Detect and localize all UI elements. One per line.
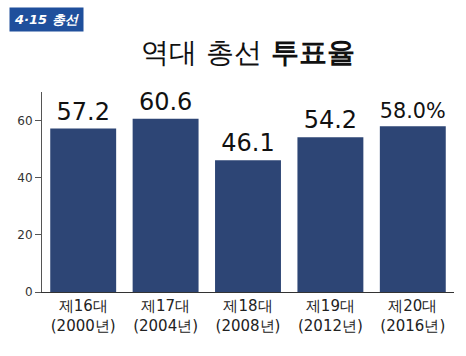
svg-text:20: 20 [17, 228, 32, 242]
svg-text:46.1: 46.1 [221, 129, 274, 157]
svg-text:제20대(2016년): 제20대(2016년) [380, 297, 445, 335]
svg-text:4·15 총선: 4·15 총선 [14, 12, 79, 27]
svg-text:40: 40 [17, 171, 32, 185]
svg-text:58.0%: 58.0% [380, 99, 446, 123]
svg-text:60: 60 [17, 114, 32, 128]
svg-text:제17대(2004년): 제17대(2004년) [133, 297, 198, 335]
svg-text:역대 총선 투표율: 역대 총선 투표율 [141, 36, 355, 69]
svg-text:60.6: 60.6 [139, 88, 192, 116]
svg-text:57.2: 57.2 [56, 98, 109, 126]
svg-text:제19대(2012년): 제19대(2012년) [298, 297, 363, 335]
svg-text:54.2: 54.2 [304, 106, 357, 134]
svg-text:제16대(2000년): 제16대(2000년) [51, 297, 116, 335]
svg-text:제18대(2008년): 제18대(2008년) [216, 297, 281, 335]
svg-text:0: 0 [25, 285, 33, 299]
